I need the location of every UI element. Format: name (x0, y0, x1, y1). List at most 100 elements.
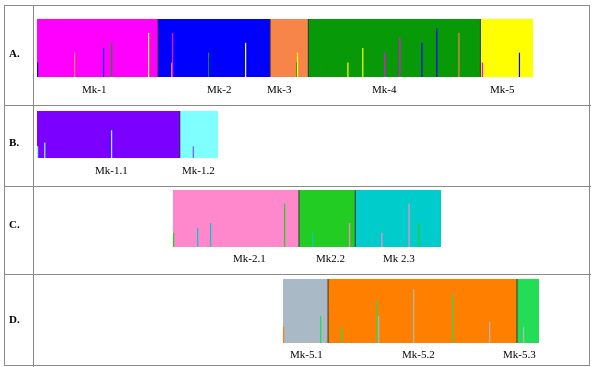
admixture-stripe (210, 223, 212, 247)
admixture-stripe (518, 52, 521, 77)
admixture-stripe (284, 203, 286, 247)
admixture-stripe (81, 134, 83, 158)
cluster-boundary (269, 19, 271, 77)
admixture-stripe (381, 232, 383, 247)
admixture-stripe (362, 48, 364, 77)
row-divider-2 (5, 186, 591, 187)
admixture-stripe (111, 42, 113, 77)
admixture-stripe (348, 223, 351, 247)
cluster-segment-mk-5 (480, 19, 533, 77)
admixture-stripe (413, 289, 415, 343)
panel-a-structure-bar (37, 19, 533, 77)
cluster-boundary (327, 279, 329, 343)
label-mk-2-1: Mk-2.1 (233, 253, 266, 265)
label-mk-5: Mk-5 (490, 84, 515, 96)
admixture-stripe (331, 213, 333, 247)
admixture-stripe (192, 146, 195, 158)
panel-b-structure-bar (37, 111, 218, 158)
row-label-c: C. (9, 219, 20, 231)
admixture-stripe (458, 32, 460, 77)
row-label-d: D. (9, 314, 20, 326)
label-mk-5-1: Mk-5.1 (290, 349, 323, 361)
admixture-stripe (173, 232, 175, 247)
admixture-stripe (208, 52, 210, 77)
admixture-stripe (347, 62, 349, 77)
cluster-segment-mk-5-1 (283, 279, 329, 343)
cluster-boundary (354, 190, 356, 247)
cluster-segment-mk-1-1 (37, 111, 180, 158)
admixture-stripe (148, 122, 150, 158)
admixture-stripe (481, 62, 484, 77)
cluster-boundary (307, 19, 309, 77)
admixture-stripe (436, 28, 438, 77)
admixture-stripe (111, 130, 113, 158)
cluster-segment-mk-2-3 (355, 190, 441, 247)
label-mk-2-2: Mk2.2 (316, 253, 346, 265)
cluster-segment-mk-2 (158, 19, 271, 77)
admixture-stripe (339, 311, 341, 343)
admixture-stripe (489, 321, 491, 343)
admixture-stripe (37, 62, 39, 77)
admixture-stripe (384, 52, 386, 77)
admixture-stripe (208, 57, 211, 77)
admixture-stripe (74, 52, 76, 77)
admixture-stripe (522, 327, 525, 343)
cluster-segment-mk-4 (308, 19, 481, 77)
cluster-segment-mk-5-3 (516, 279, 539, 343)
row-label-b: B. (9, 137, 20, 149)
cluster-segment-mk-2-1 (173, 190, 299, 247)
admixture-stripe (37, 146, 39, 158)
label-mk-2-3: Mk 2.3 (383, 253, 415, 265)
label-mk-5-2: Mk-5.2 (402, 349, 435, 361)
cluster-boundary (157, 19, 159, 77)
admixture-stripe (245, 42, 247, 77)
admixture-stripe (399, 38, 401, 77)
admixture-stripe (371, 213, 373, 247)
label-mk-3: Mk-3 (267, 84, 292, 96)
cluster-segment-mk-5-2 (328, 279, 517, 343)
admixture-stripe (197, 228, 199, 247)
panel-c-structure-bar (173, 190, 441, 247)
admixture-stripe (247, 213, 249, 247)
admixture-stripe (74, 138, 76, 158)
admixture-stripe (452, 294, 454, 343)
admixture-stripe (311, 232, 314, 247)
row-label-a: A. (9, 48, 20, 60)
admixture-stripe (325, 57, 327, 77)
admixture-stripe (148, 32, 150, 77)
admixture-stripe (234, 218, 236, 247)
cluster-boundary (179, 111, 181, 158)
admixture-stripe (378, 316, 380, 343)
cluster-segment-mk-1-2 (179, 111, 218, 158)
cluster-boundary (516, 279, 518, 343)
cluster-segment-mk2-2 (298, 190, 356, 247)
admixture-stripe (296, 62, 298, 77)
panel-d-structure-bar (283, 279, 539, 343)
cluster-segment-mk-3 (270, 19, 309, 77)
label-mk-1-1: Mk-1.1 (95, 165, 128, 177)
cluster-segment-mk-1 (37, 19, 159, 77)
admixture-stripe (415, 305, 417, 343)
cluster-boundary (298, 190, 300, 247)
row-divider-1 (5, 105, 591, 106)
admixture-stripe (171, 62, 173, 77)
admixture-stripe (283, 327, 285, 343)
admixture-stripe (421, 42, 423, 77)
admixture-stripe (418, 223, 420, 247)
admixture-stripe (296, 52, 299, 77)
admixture-stripe (408, 203, 410, 247)
label-mk-5-3: Mk-5.3 (503, 349, 536, 361)
label-mk-1: Mk-1 (82, 84, 107, 96)
cluster-boundary (479, 19, 481, 77)
admixture-stripe (376, 300, 378, 343)
admixture-stripe (171, 32, 174, 77)
admixture-stripe (65, 57, 68, 77)
label-mk-2: Mk-2 (207, 84, 232, 96)
row-divider-3 (5, 274, 591, 275)
admixture-stripe (102, 48, 105, 77)
admixture-stripe (450, 316, 452, 343)
admixture-stripe (193, 138, 195, 158)
label-mk-4: Mk-4 (372, 84, 397, 96)
admixture-stripe (44, 142, 46, 158)
label-mk-1-2: Mk-1.2 (182, 165, 215, 177)
